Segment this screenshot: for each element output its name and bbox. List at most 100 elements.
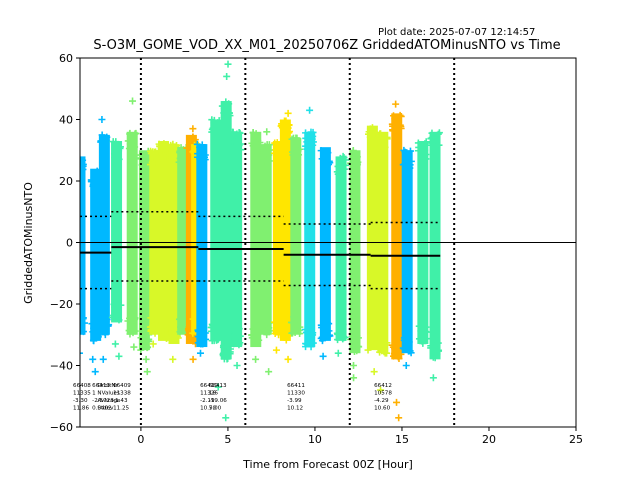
data-point <box>111 154 119 162</box>
x-tick-label: 25 <box>569 433 583 446</box>
data-point <box>225 100 233 108</box>
data-point-outlier <box>214 383 222 391</box>
data-point <box>249 325 257 333</box>
data-point <box>339 152 347 160</box>
stats-label-line: 66411 <box>287 383 305 389</box>
stats-label-line: OrbitNr <box>97 383 118 389</box>
data-point <box>265 141 273 149</box>
data-point <box>73 164 80 171</box>
data-point <box>383 349 391 357</box>
data-band-core-7 <box>158 141 170 341</box>
stats-label-line: 10.50 <box>200 406 216 412</box>
y-axis-label: GriddedATOMinusNTO <box>22 182 35 304</box>
stats-label-line: 10.12 <box>287 406 303 412</box>
data-point <box>226 350 234 358</box>
stats-label-line: 66408 <box>73 383 91 389</box>
data-band-core-28 <box>401 150 413 354</box>
stats-label-s66411: 66411 11330 -3.99 10.12 <box>287 383 305 412</box>
data-band-26 <box>375 130 391 394</box>
data-point <box>80 321 83 323</box>
data-point <box>92 332 100 340</box>
data-band-core-27 <box>391 113 403 360</box>
data-point <box>421 140 429 148</box>
y-tick-label: −60 <box>50 421 73 434</box>
data-band-core-1 <box>90 168 102 341</box>
data-point <box>376 348 384 356</box>
data-point-outlier <box>334 349 342 357</box>
stats-label-s66412: 66412 10578 -4.29 10.60 <box>374 383 392 412</box>
data-point <box>364 346 372 354</box>
data-point <box>80 314 87 322</box>
data-band-25 <box>364 124 380 376</box>
data-band-15 <box>229 128 245 369</box>
data-point <box>279 327 287 335</box>
data-band-core-20 <box>290 137 302 335</box>
data-point <box>354 342 362 350</box>
stats-label-line: -1.43 <box>113 398 128 404</box>
data-point <box>397 112 405 120</box>
data-point <box>253 335 261 343</box>
data-band-core-23 <box>335 156 347 341</box>
stats-label-line: 1 <box>92 391 96 397</box>
data-band-core-14 <box>220 101 232 360</box>
data-point <box>428 133 436 141</box>
axes: 0 5 10 15 20 25 −60 −40 −20 0 20 40 60 <box>50 52 583 446</box>
data-point <box>366 130 374 138</box>
data-point <box>229 332 237 340</box>
data-point <box>198 157 206 165</box>
data-point <box>307 343 315 351</box>
data-point <box>419 154 427 162</box>
data-point <box>223 355 231 363</box>
data-band-core-2 <box>98 134 110 335</box>
data-point <box>402 332 410 340</box>
data-point <box>155 140 163 148</box>
data-point-outlier <box>252 355 260 363</box>
data-point-outlier <box>99 355 107 363</box>
data-band-core-16 <box>250 131 262 348</box>
data-point <box>307 128 315 136</box>
data-point <box>157 154 165 162</box>
data-band-21 <box>302 106 317 351</box>
data-point <box>435 141 443 149</box>
data-point <box>318 333 326 341</box>
data-point <box>399 344 407 352</box>
data-point <box>103 133 111 141</box>
data-point <box>258 322 266 330</box>
data-point <box>340 332 348 340</box>
data-point <box>161 326 169 334</box>
data-point <box>209 128 217 136</box>
data-point <box>199 157 207 165</box>
data-point <box>137 334 145 342</box>
data-point <box>235 325 243 333</box>
data-point <box>405 338 413 346</box>
data-point <box>283 322 291 330</box>
data-point <box>80 162 87 170</box>
data-band-core-24 <box>349 150 361 354</box>
data-point <box>391 115 399 123</box>
data-point-outlier <box>263 128 271 136</box>
stats-label-line: 0.0402 <box>92 406 112 412</box>
data-point-outlier <box>143 368 151 376</box>
data-point <box>427 135 435 143</box>
data-point <box>376 335 384 343</box>
data-point <box>97 328 105 336</box>
stats-label-line: 16 <box>209 391 217 397</box>
data-point <box>407 157 415 165</box>
stats-label-line: 7.00 <box>209 406 222 412</box>
data-point <box>166 324 174 332</box>
data-point <box>309 141 317 149</box>
data-point <box>415 335 423 343</box>
data-point-outlier <box>306 106 314 114</box>
data-point <box>395 348 403 356</box>
data-point <box>288 319 296 327</box>
data-point-outlier <box>370 368 378 376</box>
data-point <box>277 122 285 130</box>
data-point <box>369 127 377 135</box>
data-point <box>98 131 106 139</box>
data-band-1 <box>87 167 104 376</box>
data-point <box>421 328 429 336</box>
data-point-outlier <box>350 362 358 369</box>
data-point-outlier <box>196 349 204 357</box>
stats-label-line: 11326 <box>200 391 218 397</box>
data-point-outlier <box>89 355 97 363</box>
